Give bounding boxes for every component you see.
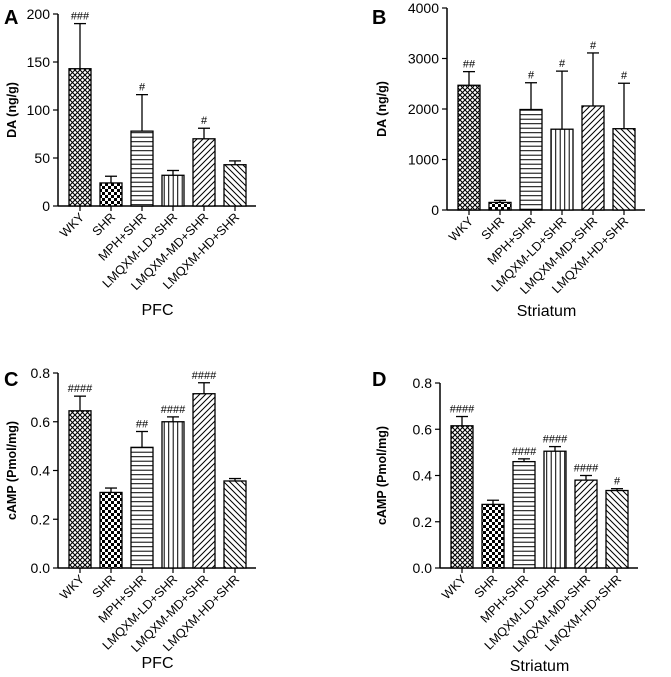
significance-label: # bbox=[590, 40, 597, 52]
significance-label: # bbox=[201, 115, 208, 127]
y-tick-label: 0 bbox=[42, 198, 50, 214]
y-tick-label: 0.0 bbox=[31, 560, 51, 576]
bar-lmqxm-hd-shr bbox=[605, 489, 629, 569]
significance-label: #### bbox=[450, 404, 475, 416]
bar-lmqxm-ld-shr bbox=[543, 450, 567, 569]
bar-lmqxm-md-shr bbox=[581, 105, 605, 211]
significance-label: #### bbox=[68, 383, 93, 395]
significance-label: ## bbox=[136, 419, 149, 431]
significance-label: # bbox=[528, 70, 535, 82]
y-tick-label: 1000 bbox=[408, 152, 439, 168]
significance-label: # bbox=[559, 58, 566, 70]
y-axis-label: cAMP (Pmol/mg) bbox=[375, 426, 389, 525]
y-axis-label: cAMP (Pmol/mg) bbox=[5, 421, 19, 520]
y-tick-label: 0.4 bbox=[413, 468, 433, 484]
bar-shr bbox=[99, 182, 123, 207]
bar-lmqxm-md-shr bbox=[574, 479, 598, 569]
bar-lmqxm-md-shr bbox=[192, 393, 216, 569]
significance-label: #### bbox=[512, 446, 537, 458]
bar-lmqxm-hd-shr bbox=[223, 164, 247, 207]
x-category-label: WKY bbox=[446, 214, 477, 245]
bar-mph-shr bbox=[512, 460, 536, 569]
y-tick-label: 100 bbox=[27, 102, 51, 118]
x-axis-title: PFC bbox=[142, 655, 174, 672]
y-tick-label: 0.8 bbox=[31, 365, 51, 381]
bar-lmqxm-hd-shr bbox=[612, 128, 636, 211]
bar-shr bbox=[488, 201, 512, 211]
significance-label: #### bbox=[192, 370, 217, 382]
bar-shr bbox=[99, 491, 123, 569]
bar-shr bbox=[481, 503, 505, 569]
bar-wky bbox=[68, 68, 92, 207]
bar-lmqxm-ld-shr bbox=[161, 174, 185, 207]
y-tick-label: 4000 bbox=[408, 0, 439, 16]
y-axis-label: DA (ng/g) bbox=[375, 81, 389, 137]
significance-label: # bbox=[139, 82, 146, 94]
bar-lmqxm-ld-shr bbox=[161, 421, 185, 569]
bar-mph-shr bbox=[130, 130, 154, 207]
significance-label: #### bbox=[161, 404, 186, 416]
y-tick-label: 0.4 bbox=[31, 463, 51, 479]
bar-wky bbox=[457, 84, 481, 211]
significance-label: #### bbox=[574, 463, 599, 475]
bar-wky bbox=[450, 425, 474, 569]
bar-mph-shr bbox=[130, 446, 154, 569]
significance-label: # bbox=[614, 476, 621, 488]
bar-lmqxm-ld-shr bbox=[550, 128, 574, 211]
x-axis-title: Striatum bbox=[517, 303, 577, 320]
y-tick-label: 0.8 bbox=[413, 375, 433, 391]
panel-letter: A bbox=[4, 7, 18, 29]
y-tick-label: 50 bbox=[34, 150, 50, 166]
y-tick-label: 2000 bbox=[408, 101, 439, 117]
y-tick-label: 200 bbox=[27, 6, 51, 22]
y-tick-label: 0 bbox=[431, 202, 439, 218]
y-axis-label: DA (ng/g) bbox=[5, 82, 19, 138]
significance-label: ### bbox=[71, 11, 90, 23]
y-tick-label: 0.2 bbox=[413, 514, 433, 530]
x-category-label: WKY bbox=[57, 210, 88, 241]
y-tick-label: 3000 bbox=[408, 51, 439, 67]
y-tick-label: 150 bbox=[27, 54, 51, 70]
bar-mph-shr bbox=[519, 108, 543, 211]
bar-lmqxm-hd-shr bbox=[223, 480, 247, 569]
panel-letter: C bbox=[4, 369, 18, 391]
y-tick-label: 0.2 bbox=[31, 511, 51, 527]
y-tick-label: 0.0 bbox=[413, 560, 433, 576]
y-tick-label: 0.6 bbox=[31, 414, 51, 430]
significance-label: ## bbox=[463, 59, 476, 71]
bar-wky bbox=[68, 410, 92, 569]
panel-letter: B bbox=[372, 7, 386, 29]
significance-label: # bbox=[621, 70, 628, 82]
x-category-label: WKY bbox=[439, 572, 470, 603]
y-tick-label: 0.6 bbox=[413, 421, 433, 437]
panel-letter: D bbox=[372, 369, 386, 391]
bar-lmqxm-md-shr bbox=[192, 138, 216, 207]
x-axis-title: PFC bbox=[142, 302, 174, 319]
significance-label: #### bbox=[543, 434, 568, 446]
x-category-label: WKY bbox=[57, 572, 88, 603]
x-axis-title: Striatum bbox=[510, 658, 570, 675]
